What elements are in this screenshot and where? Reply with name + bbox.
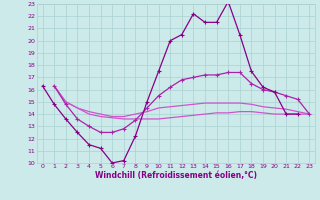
X-axis label: Windchill (Refroidissement éolien,°C): Windchill (Refroidissement éolien,°C) <box>95 171 257 180</box>
